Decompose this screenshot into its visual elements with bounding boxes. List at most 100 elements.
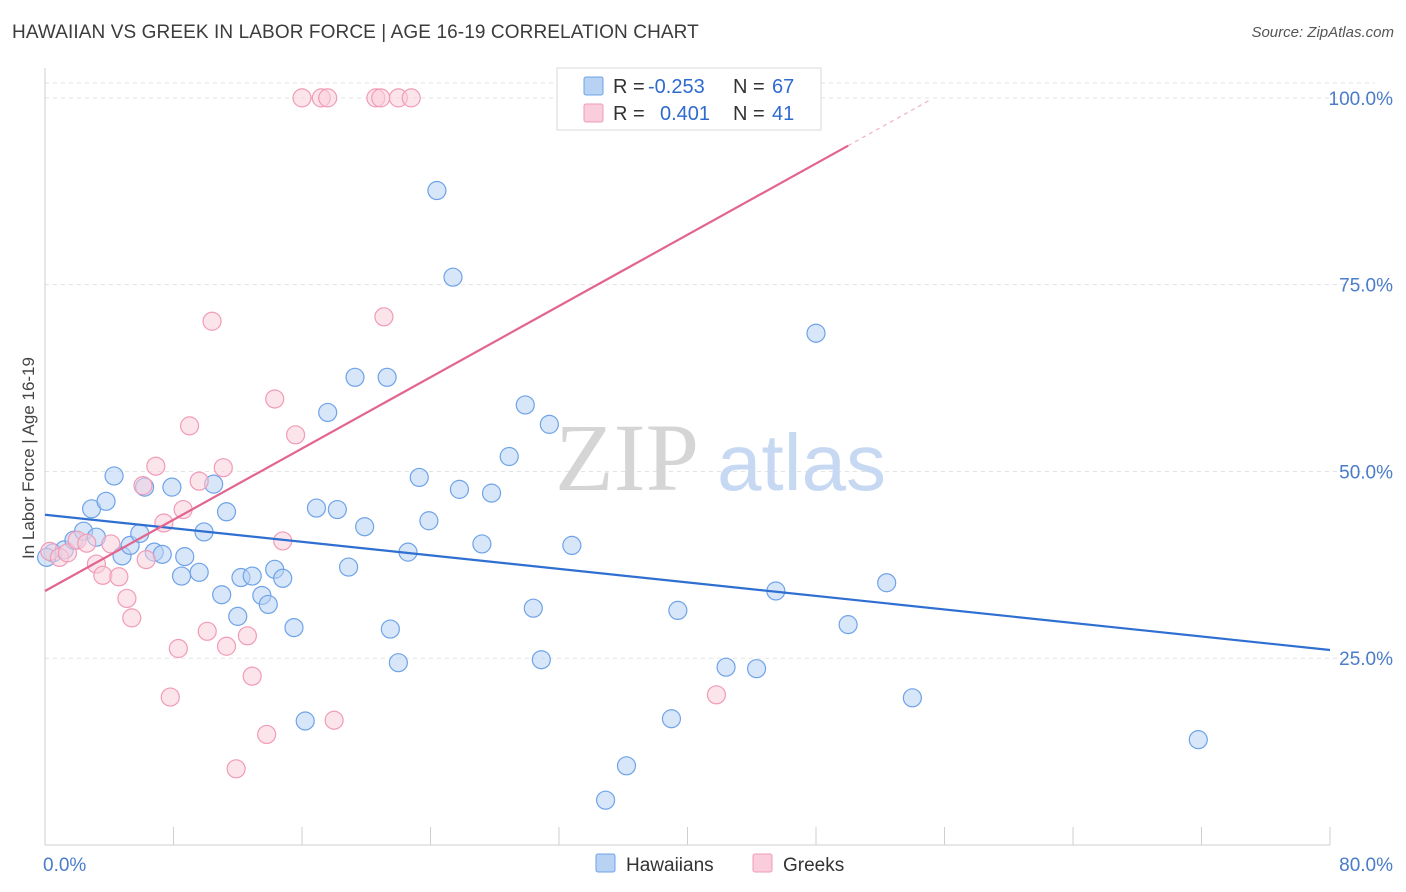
- point-hawaiians-61: [806, 323, 826, 343]
- point-greeks-37: [374, 307, 394, 327]
- point-hawaiians-14: [162, 477, 182, 497]
- watermark-zip: ZIP: [555, 404, 699, 511]
- point-hawaiians-34: [338, 557, 359, 577]
- point-hawaiians-7: [104, 466, 124, 486]
- y-tick-label: 25.0%: [1339, 649, 1393, 670]
- x-tick-label: 80.0%: [1339, 855, 1393, 876]
- point-hawaiians-37: [377, 367, 397, 387]
- point-hawaiians-44: [443, 267, 463, 287]
- bottom-legend-swatch-hawaiians: [595, 853, 616, 873]
- trend-line-hawaiians: [44, 513, 1331, 652]
- legend-n-value-hawaiians: 67: [772, 76, 794, 98]
- point-hawaiians-53: [562, 535, 582, 556]
- bottom-legend-swatch-greeks: [752, 853, 773, 873]
- point-greeks-2: [57, 543, 78, 563]
- point-greeks-25: [237, 626, 257, 646]
- point-greeks-31: [292, 88, 312, 108]
- point-greeks-8: [109, 567, 129, 587]
- point-greeks-40: [706, 685, 727, 705]
- x-tick-label: 0.0%: [43, 855, 86, 876]
- point-greeks-15: [160, 687, 180, 707]
- bottom-legend: Hawaiians Greeks: [595, 853, 844, 876]
- point-hawaiians-22: [228, 606, 248, 626]
- watermark-atlas: atlas: [717, 418, 886, 507]
- point-hawaiians-62: [838, 615, 858, 635]
- legend-swatch-greeks: [583, 103, 604, 123]
- point-hawaiians-36: [355, 517, 375, 537]
- point-hawaiians-55: [616, 756, 637, 776]
- y-tick-label: 50.0%: [1339, 462, 1393, 483]
- point-hawaiians-38: [380, 619, 400, 639]
- point-greeks-36: [371, 88, 391, 108]
- point-greeks-19: [189, 471, 209, 491]
- point-greeks-18: [179, 416, 200, 436]
- point-hawaiians-46: [472, 534, 492, 554]
- axes: [44, 68, 1331, 846]
- watermark: ZIP atlas: [555, 404, 886, 511]
- point-greeks-30: [285, 425, 306, 445]
- point-greeks-26: [242, 666, 262, 686]
- y-tick-label: 100.0%: [1329, 89, 1394, 110]
- point-hawaiians-45: [449, 479, 470, 499]
- point-greeks-24: [226, 759, 246, 779]
- point-hawaiians-20: [212, 585, 232, 605]
- point-hawaiians-31: [306, 498, 327, 518]
- point-hawaiians-42: [419, 511, 439, 531]
- point-hawaiians-65: [1188, 730, 1208, 750]
- trend-lines: [44, 100, 1331, 652]
- chart-title: HAWAIIAN VS GREEK IN LABOR FORCE | AGE 1…: [12, 22, 699, 43]
- point-hawaiians-28: [273, 568, 293, 588]
- point-hawaiians-15: [171, 566, 192, 586]
- point-hawaiians-63: [877, 573, 897, 593]
- trend-line-extension-greeks: [847, 100, 929, 147]
- legend-n-label-greeks: N =: [733, 103, 765, 125]
- point-greeks-11: [133, 476, 153, 496]
- data-points: [37, 88, 1208, 810]
- point-hawaiians-26: [258, 594, 278, 615]
- point-greeks-33: [318, 88, 338, 108]
- trend-line-greeks: [44, 144, 849, 592]
- point-hawaiians-57: [668, 600, 688, 621]
- point-hawaiians-49: [515, 395, 535, 415]
- point-hawaiians-59: [746, 659, 767, 679]
- point-hawaiians-54: [595, 790, 616, 810]
- point-hawaiians-41: [409, 467, 429, 488]
- point-greeks-16: [168, 638, 188, 659]
- legend-r-value-hawaiians: -0.253: [648, 76, 705, 98]
- bottom-legend-label-greeks: Greeks: [783, 855, 844, 876]
- point-hawaiians-24: [242, 566, 262, 586]
- legend-n-label-hawaiians: N =: [733, 76, 765, 98]
- point-greeks-27: [257, 724, 277, 745]
- tick-labels: 25.0% 50.0% 75.0% 100.0% 0.0% 80.0%: [43, 89, 1393, 876]
- point-hawaiians-32: [318, 402, 338, 423]
- point-greeks-21: [202, 311, 222, 331]
- point-greeks-20: [197, 621, 217, 641]
- point-hawaiians-47: [481, 483, 502, 503]
- point-greeks-10: [122, 608, 142, 628]
- point-hawaiians-39: [388, 653, 408, 673]
- point-hawaiians-51: [531, 650, 551, 670]
- point-hawaiians-13: [152, 544, 172, 564]
- legend-swatch-hawaiians: [583, 76, 604, 96]
- point-hawaiians-64: [902, 688, 922, 708]
- point-hawaiians-48: [499, 446, 519, 467]
- y-tick-label: 75.0%: [1339, 276, 1393, 297]
- point-greeks-17: [173, 499, 193, 520]
- legend-n-value-greeks: 41: [772, 103, 794, 125]
- chart-source: Source: ZipAtlas.com: [1251, 24, 1394, 41]
- point-hawaiians-50: [523, 598, 543, 618]
- point-greeks-39: [401, 88, 421, 108]
- point-hawaiians-33: [327, 499, 347, 520]
- point-greeks-22: [213, 458, 233, 478]
- point-hawaiians-10: [130, 523, 150, 544]
- point-hawaiians-35: [345, 367, 365, 387]
- point-greeks-13: [146, 456, 166, 476]
- point-hawaiians-52: [539, 414, 559, 434]
- point-hawaiians-30: [295, 711, 315, 731]
- legend-r-label-greeks: R =: [613, 103, 645, 125]
- point-hawaiians-16: [175, 547, 195, 567]
- legend-r-value-greeks: 0.401: [660, 103, 710, 125]
- point-hawaiians-56: [661, 709, 682, 729]
- y-axis-label: In Labor Force | Age 16-19: [19, 357, 38, 559]
